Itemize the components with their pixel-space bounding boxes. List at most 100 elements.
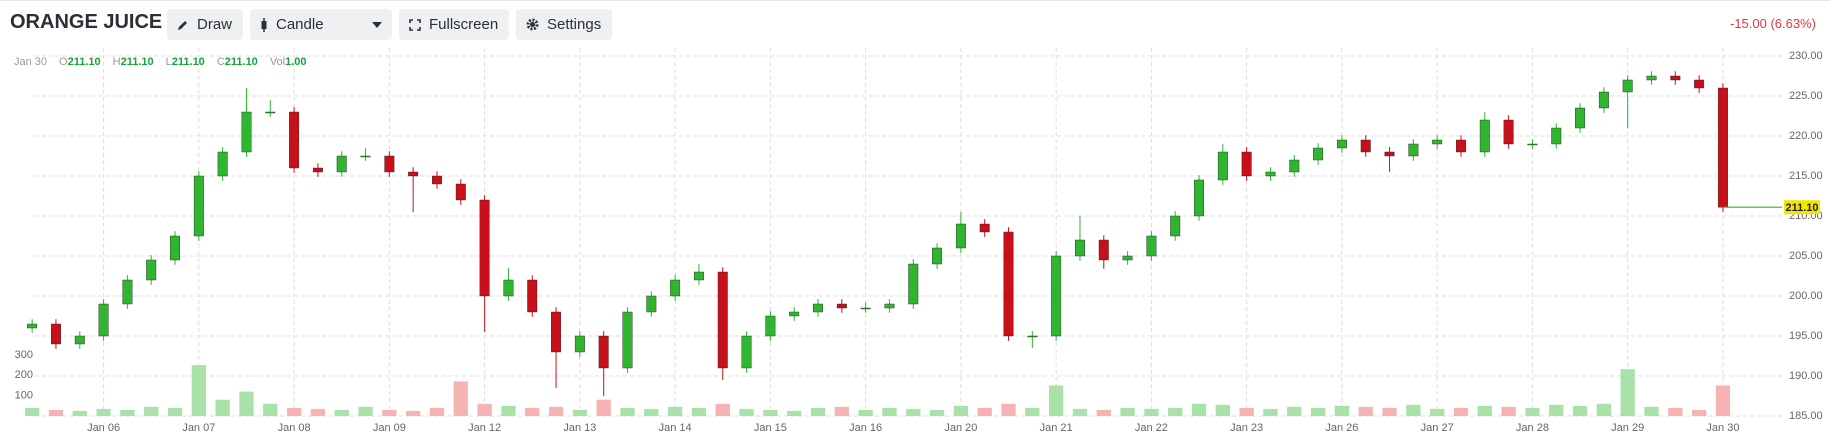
- volume-bar: [1430, 408, 1445, 416]
- x-tick-label: Jan 08: [278, 422, 311, 434]
- x-tick-label: Jan 07: [182, 422, 215, 434]
- x-tick-label: Jan 12: [468, 422, 501, 434]
- candle-body: [50, 323, 61, 345]
- legend-key: C: [216, 56, 225, 68]
- volume-bar: [501, 405, 516, 416]
- candle-body: [765, 315, 776, 337]
- volume-bar: [453, 381, 468, 416]
- candle-body: [193, 175, 204, 237]
- candle-body: [384, 155, 395, 173]
- instrument-title: ORANGE JUICE: [10, 11, 163, 33]
- candle-body: [408, 171, 419, 177]
- candle-body: [1717, 87, 1728, 208]
- volume-bar: [1668, 407, 1683, 416]
- candle-body: [289, 111, 300, 169]
- volume-bar: [263, 403, 278, 416]
- volume-bar: [120, 409, 135, 416]
- volume-bar: [1191, 403, 1207, 416]
- volume-bar: [1263, 408, 1278, 416]
- volume-bar: [977, 407, 992, 416]
- volume-bar: [691, 407, 707, 416]
- candle-body: [1527, 143, 1538, 146]
- candle-body: [1336, 139, 1347, 149]
- volume-bar: [882, 407, 897, 416]
- settings-button[interactable]: Settings: [516, 9, 612, 40]
- volume-bar: [620, 407, 635, 416]
- candle-body: [217, 151, 228, 177]
- volume-bar: [787, 410, 802, 416]
- volume-bar: [1572, 405, 1588, 416]
- candle-body: [479, 199, 490, 297]
- x-tick-label: Jan 22: [1135, 422, 1168, 434]
- legend-item: O211.10: [59, 56, 101, 68]
- candle-body: [241, 111, 252, 153]
- volume-bar: [215, 399, 230, 416]
- volume-bar: [1406, 404, 1421, 416]
- legend-item: Vol1.00: [270, 56, 307, 68]
- legend-key: O: [59, 56, 68, 68]
- candle-body: [1694, 79, 1705, 89]
- x-tick-label: Jan 21: [1040, 422, 1073, 434]
- candle-body: [336, 155, 347, 173]
- volume-bar: [1691, 409, 1707, 416]
- legend-value: 211.10: [224, 56, 258, 68]
- volume-bar: [96, 408, 111, 416]
- candle-body: [1003, 231, 1014, 337]
- legend-value: 211.10: [120, 56, 154, 68]
- candle-body: [622, 311, 633, 369]
- volume-bar: [858, 409, 873, 416]
- x-tick-label: Jan 26: [1325, 422, 1358, 434]
- candle-body: [1622, 79, 1633, 93]
- volume-bar: [1025, 407, 1040, 416]
- volume-bar: [548, 406, 564, 416]
- volume-bar: [406, 410, 421, 416]
- candle-body: [813, 303, 823, 313]
- candle-body: [574, 335, 585, 353]
- candle-body: [312, 167, 323, 173]
- volume-bar: [763, 409, 778, 416]
- candle-body: [1670, 75, 1681, 81]
- candle-body: [1551, 127, 1562, 145]
- x-tick-label: Jan 14: [659, 422, 692, 434]
- volume-bar: [1049, 385, 1064, 416]
- draw-button[interactable]: Draw: [167, 9, 243, 40]
- candle-body: [503, 279, 514, 297]
- legend-key: L: [165, 56, 172, 68]
- chart-type-button[interactable]: Candle: [250, 9, 392, 40]
- candle-body: [1265, 171, 1276, 177]
- x-tick-label: Jan 13: [563, 422, 596, 434]
- candle-body: [360, 155, 371, 158]
- volume-bar: [358, 406, 373, 416]
- candle-body: [455, 183, 466, 201]
- volume-bar: [1096, 409, 1111, 416]
- volume-bar: [1239, 407, 1254, 416]
- volume-bar: [1453, 407, 1469, 416]
- candle-body: [1456, 139, 1466, 153]
- volume-bar: [715, 403, 730, 416]
- legend-value: 211.10: [67, 56, 101, 68]
- candle-body: [265, 111, 276, 114]
- candle-body: [1051, 255, 1062, 337]
- candle-body: [884, 303, 895, 309]
- volume-bar: [906, 408, 921, 416]
- volume-bar: [167, 407, 183, 416]
- candle-body: [1598, 91, 1609, 109]
- candle-body: [598, 335, 609, 369]
- candle-body: [860, 307, 871, 310]
- legend-item: C211.10: [217, 56, 258, 68]
- y-tick-label: 230.00: [1789, 50, 1823, 62]
- pencil-icon: [178, 20, 187, 30]
- volume-bar: [1001, 403, 1016, 416]
- candle-body: [1074, 239, 1085, 257]
- fullscreen-button[interactable]: Fullscreen: [399, 9, 509, 40]
- volume-bar: [1287, 406, 1302, 416]
- volume-bar: [286, 407, 302, 416]
- volume-bar: [596, 399, 611, 416]
- volume-bar: [310, 408, 326, 416]
- candle-body: [1194, 179, 1204, 217]
- x-tick-label: Jan 27: [1421, 422, 1454, 434]
- candle-icon: [261, 17, 267, 32]
- price-change: -15.00 (6.63%): [1730, 16, 1816, 31]
- volume-tick-label: 300: [15, 349, 33, 361]
